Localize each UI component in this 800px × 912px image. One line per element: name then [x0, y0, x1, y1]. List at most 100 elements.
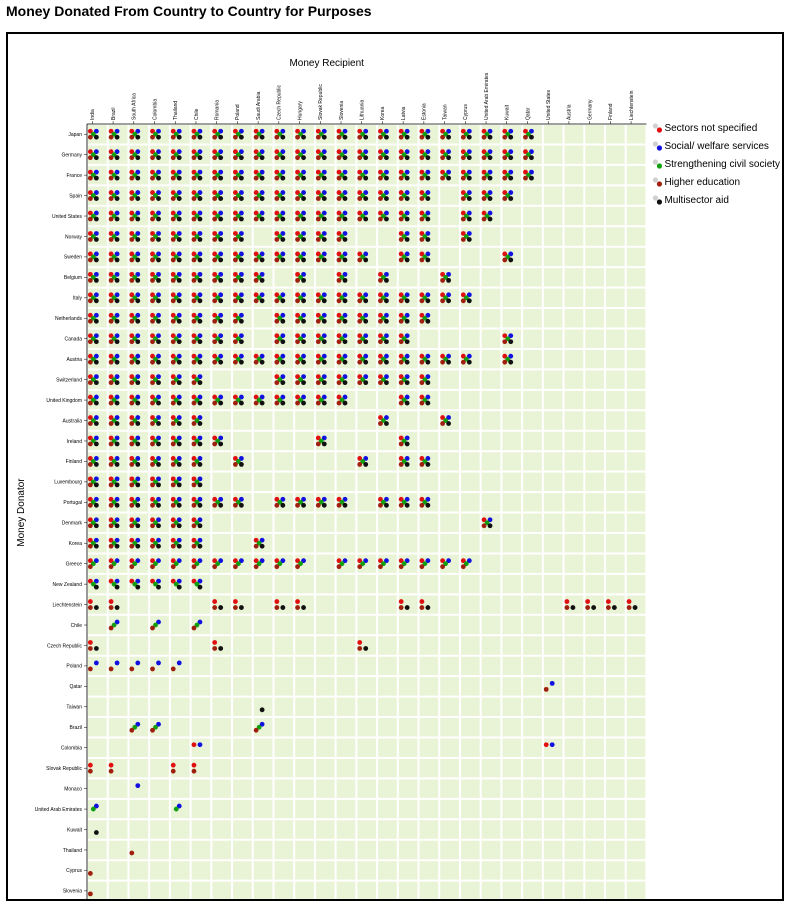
data-point [425, 169, 431, 175]
data-point [363, 155, 369, 161]
data-point [315, 169, 321, 175]
data-point [114, 523, 120, 529]
data-point [212, 169, 218, 175]
data-point [398, 496, 404, 502]
data-point [176, 584, 182, 590]
data-point [93, 251, 99, 257]
data-point [339, 131, 345, 137]
data-point [301, 298, 306, 304]
data-point [194, 459, 200, 464]
data-point [170, 298, 176, 304]
data-point [87, 380, 93, 386]
data-point [239, 190, 244, 195]
data-point [274, 231, 280, 236]
y-tick-label: Canada [64, 337, 82, 343]
data-point [440, 415, 445, 420]
data-point [194, 152, 200, 158]
data-point [301, 149, 306, 155]
data-point [156, 251, 161, 257]
data-point [239, 237, 244, 242]
y-tick-label: Greece [66, 561, 83, 567]
data-point [363, 196, 369, 201]
data-point [404, 216, 410, 222]
data-point [170, 196, 176, 201]
data-point [315, 257, 321, 263]
data-point [301, 175, 306, 181]
data-point [301, 196, 306, 201]
data-point [301, 190, 306, 195]
data-point [197, 257, 203, 263]
data-point [132, 356, 138, 362]
data-point [87, 666, 93, 672]
data-point [508, 190, 514, 195]
data-point [93, 149, 99, 155]
data-point [111, 315, 117, 321]
data-point [176, 210, 182, 216]
data-point [419, 353, 425, 359]
data-point [301, 374, 306, 380]
data-point [170, 543, 176, 549]
data-point [212, 646, 218, 651]
data-point [505, 356, 511, 362]
data-point [176, 517, 182, 523]
data-point [508, 134, 514, 140]
data-point [460, 169, 466, 175]
data-point [150, 277, 155, 283]
data-point [446, 353, 451, 359]
data-point [114, 584, 120, 590]
data-point [446, 421, 451, 426]
data-point [114, 543, 120, 549]
data-point [440, 353, 445, 359]
data-point [301, 251, 306, 257]
data-point [156, 380, 161, 386]
data-point [460, 175, 466, 181]
data-point [360, 377, 366, 383]
data-point [253, 543, 259, 549]
data-point [218, 251, 224, 257]
data-point [212, 271, 218, 277]
data-point [194, 295, 200, 301]
data-point [280, 175, 286, 181]
data-point [135, 394, 141, 400]
data-point [277, 254, 283, 260]
data-point [401, 377, 407, 383]
data-point [212, 605, 218, 610]
data-point [156, 190, 161, 195]
data-point [173, 397, 179, 403]
data-point [398, 257, 404, 263]
data-point [156, 517, 161, 523]
data-point [233, 196, 238, 201]
data-point [150, 149, 155, 155]
data-point [150, 216, 155, 222]
data-point [401, 213, 407, 219]
data-point [191, 134, 197, 140]
data-point [90, 152, 96, 158]
data-point [135, 578, 141, 584]
data-point [274, 298, 280, 304]
data-point [466, 298, 472, 304]
data-point [170, 564, 176, 570]
x-tick-label: Kuwait [505, 104, 511, 120]
data-point [401, 561, 407, 567]
data-point [274, 257, 280, 263]
data-point [87, 374, 93, 380]
data-point [378, 359, 383, 365]
data-point [363, 558, 369, 564]
data-point [93, 128, 99, 134]
x-tick-label: Saudi Arabia [256, 91, 262, 120]
data-point [398, 359, 404, 365]
data-point [197, 421, 203, 426]
data-point [197, 339, 203, 345]
data-point [197, 380, 203, 386]
data-point [135, 523, 141, 529]
data-point [170, 462, 176, 467]
data-point [150, 190, 155, 195]
data-point [398, 456, 404, 461]
data-point [336, 257, 342, 263]
data-point [419, 216, 425, 222]
data-point [298, 397, 303, 403]
data-point [381, 315, 386, 321]
data-point [129, 476, 135, 482]
data-point [153, 172, 158, 178]
data-point [191, 339, 197, 345]
